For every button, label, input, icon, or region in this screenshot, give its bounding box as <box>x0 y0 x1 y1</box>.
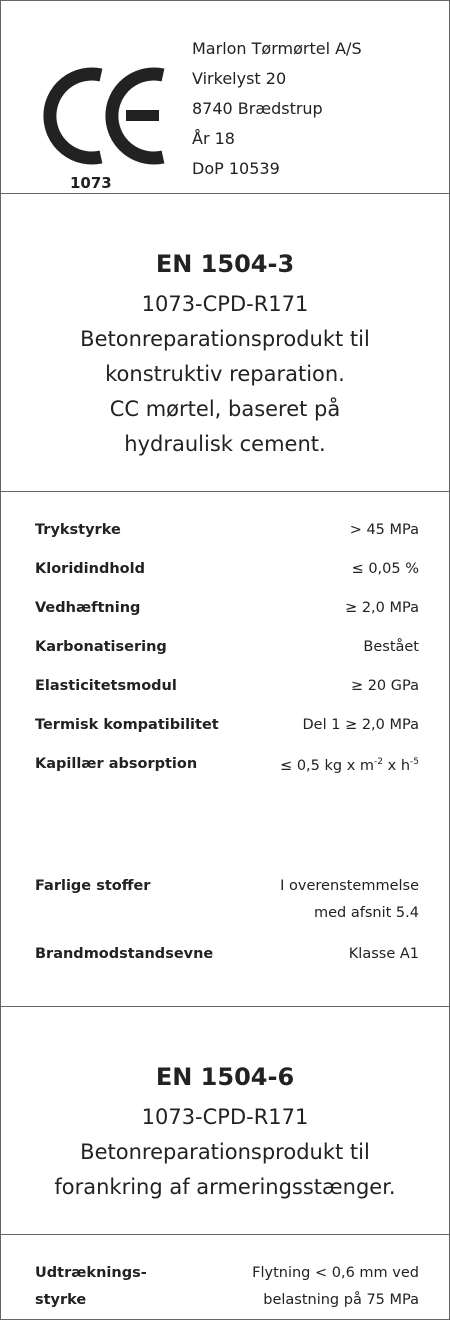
property-value: > 45 MPa <box>349 522 419 538</box>
value-part: ≤ 0,5 kg x m <box>280 757 375 774</box>
property-value: ≥ 20 GPa <box>350 678 419 694</box>
description-line: hydraulisk cement. <box>124 432 326 456</box>
property-label: Elasticitetsmodul <box>35 678 177 694</box>
property-label: Termisk kompatibilitet <box>35 717 219 733</box>
property-value: ≤ 0,5 kg x m-2 x h-5 <box>280 752 419 776</box>
code: 1073-CPD-R171 <box>141 1105 309 1129</box>
property-value: Bestået <box>363 639 419 655</box>
property-label: Udtræknings- <box>35 1265 147 1281</box>
address-line: 8740 Brædstrup <box>192 99 323 118</box>
property-value: Klasse A1 <box>348 946 419 962</box>
property-value: Del 1 ≥ 2,0 MPa <box>302 717 419 733</box>
divider <box>1 491 449 492</box>
description-line: forankring af armeringsstænger. <box>54 1175 396 1199</box>
ce-mark <box>43 67 165 165</box>
divider <box>1 1234 449 1235</box>
address-line: År 18 <box>192 129 235 148</box>
property-label: Brandmodstandsevne <box>35 946 214 962</box>
description-line: Betonreparationsprodukt til <box>80 1140 370 1164</box>
value-part: x h <box>383 757 411 774</box>
address-line: Virkelyst 20 <box>192 69 287 88</box>
standard: EN 1504-6 <box>155 1063 295 1091</box>
property-value: I overenstemmelse <box>280 878 419 894</box>
property-label: Kloridindhold <box>35 561 145 577</box>
property-label: Trykstyrke <box>35 522 121 538</box>
property-value: ≤ 0,05 % <box>351 561 419 577</box>
property-label: Farlige stoffer <box>35 878 151 894</box>
description-line: Betonreparationsprodukt til <box>80 327 370 351</box>
property-label: Vedhæftning <box>35 600 141 616</box>
description-line: CC mørtel, baseret på <box>109 397 341 421</box>
property-label: Karbonatisering <box>35 639 167 655</box>
property-value: Flytning < 0,6 mm ved <box>252 1265 419 1281</box>
divider <box>1 1006 449 1007</box>
property-label: styrke <box>35 1292 87 1308</box>
property-value: ≥ 2,0 MPa <box>345 600 419 616</box>
address-line: DoP 10539 <box>192 159 280 178</box>
property-value: med afsnit 5.4 <box>314 905 419 921</box>
address-line: Marlon Tørmørtel A/S <box>192 39 362 58</box>
standard: EN 1504-3 <box>155 250 295 278</box>
description-line: konstruktiv reparation. <box>105 362 345 386</box>
value-part: -5 <box>410 757 419 767</box>
code: 1073-CPD-R171 <box>141 292 309 316</box>
value-part: -2 <box>374 757 384 767</box>
ce-number: 1073 <box>70 174 112 192</box>
divider <box>1 193 449 194</box>
property-value: belastning på 75 MPa <box>263 1292 419 1308</box>
property-label: Kapillær absorption <box>35 756 198 772</box>
